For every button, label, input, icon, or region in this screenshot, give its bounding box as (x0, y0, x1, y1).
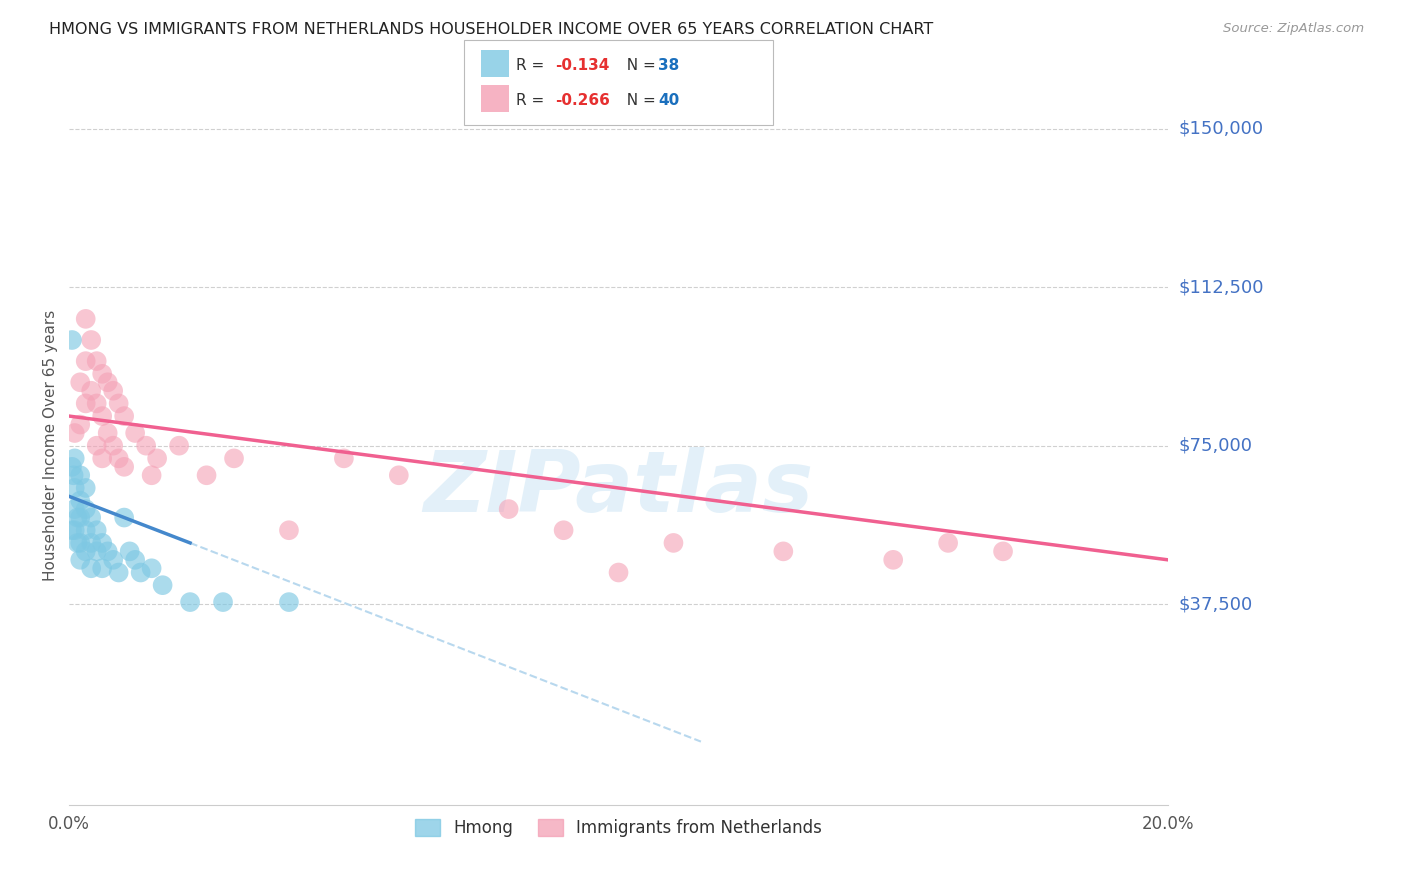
Point (60, 459, 83, 474)
Point (607, 566, 630, 580)
Point (97, 376, 120, 390)
Point (124, 553, 146, 567)
Point (772, 544, 794, 558)
Point (60, 523, 83, 537)
Text: $75,000: $75,000 (1180, 437, 1253, 455)
Legend: Hmong, Immigrants from Netherlands: Hmong, Immigrants from Netherlands (408, 812, 830, 844)
Point (86, 439, 108, 453)
Point (498, 502, 520, 516)
Text: N =: N = (617, 58, 661, 73)
Point (75, 523, 97, 537)
Point (97, 425, 120, 440)
Point (63, 481, 86, 495)
Point (101, 439, 124, 453)
Point (91, 451, 114, 466)
Point (936, 536, 959, 550)
Point (69, 510, 91, 524)
Point (75, 481, 97, 495)
Point (179, 595, 201, 609)
Point (66, 536, 89, 550)
Point (80, 536, 103, 550)
Point (91, 536, 114, 550)
Point (991, 544, 1014, 558)
Point (63, 502, 86, 516)
Point (69, 376, 91, 390)
Point (75, 502, 97, 516)
Point (63, 523, 86, 537)
Text: 38: 38 (658, 58, 679, 73)
Point (69, 553, 91, 567)
Point (129, 566, 152, 580)
Point (69, 493, 91, 508)
Point (86, 354, 108, 368)
Point (86, 523, 108, 537)
Point (63, 451, 86, 466)
Point (141, 561, 163, 575)
Point (66, 510, 89, 524)
Point (91, 367, 114, 381)
Point (212, 595, 235, 609)
Point (63, 425, 86, 440)
Text: $112,500: $112,500 (1180, 278, 1264, 296)
Point (107, 451, 129, 466)
Point (222, 451, 245, 466)
Point (80, 333, 103, 347)
Point (141, 468, 163, 483)
Point (80, 561, 103, 575)
Point (112, 510, 135, 524)
Point (135, 439, 157, 453)
Point (152, 578, 174, 592)
Point (91, 409, 114, 423)
Point (107, 396, 129, 410)
Text: N =: N = (617, 93, 661, 108)
Text: $37,500: $37,500 (1180, 595, 1253, 613)
Text: HMONG VS IMMIGRANTS FROM NETHERLANDS HOUSEHOLDER INCOME OVER 65 YEARS CORRELATIO: HMONG VS IMMIGRANTS FROM NETHERLANDS HOU… (49, 22, 934, 37)
Point (101, 553, 124, 567)
Text: -0.134: -0.134 (555, 58, 610, 73)
Text: $150,000: $150,000 (1180, 120, 1264, 137)
Point (86, 544, 108, 558)
Point (167, 439, 190, 453)
Text: ZIPatlas: ZIPatlas (423, 447, 814, 531)
Point (60, 333, 83, 347)
Point (146, 451, 169, 466)
Point (278, 595, 301, 609)
Point (553, 523, 575, 537)
Y-axis label: Householder Income Over 65 years: Householder Income Over 65 years (44, 310, 58, 582)
Point (69, 417, 91, 432)
Text: -0.266: -0.266 (555, 93, 610, 108)
Point (75, 354, 97, 368)
Point (112, 459, 135, 474)
Point (97, 544, 120, 558)
Point (62, 468, 84, 483)
Point (75, 396, 97, 410)
Point (69, 536, 91, 550)
Point (80, 384, 103, 398)
Point (278, 523, 301, 537)
Point (80, 510, 103, 524)
Point (69, 468, 91, 483)
Point (118, 544, 141, 558)
Point (195, 468, 218, 483)
Point (107, 566, 129, 580)
Text: 40: 40 (658, 93, 679, 108)
Point (75, 544, 97, 558)
Point (91, 561, 114, 575)
Point (662, 536, 685, 550)
Point (101, 384, 124, 398)
Text: Source: ZipAtlas.com: Source: ZipAtlas.com (1223, 22, 1364, 36)
Text: R =: R = (516, 58, 550, 73)
Point (124, 425, 146, 440)
Text: R =: R = (516, 93, 550, 108)
Point (333, 451, 356, 466)
Point (388, 468, 411, 483)
Point (75, 311, 97, 326)
Point (882, 553, 904, 567)
Point (112, 409, 135, 423)
Point (86, 396, 108, 410)
